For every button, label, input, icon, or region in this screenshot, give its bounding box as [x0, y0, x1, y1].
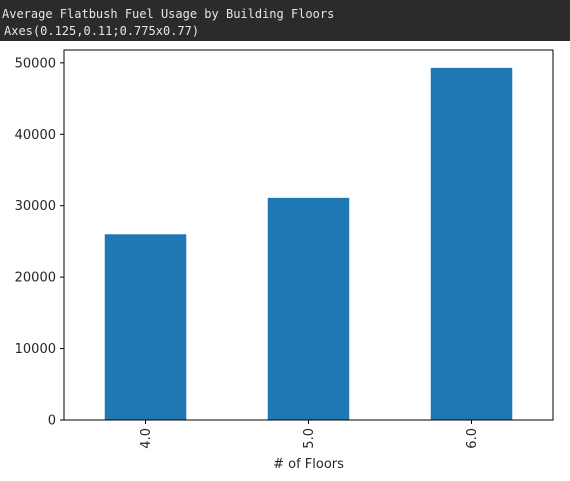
axes-frame — [63, 49, 554, 421]
x-tick-label: 5.0 — [302, 428, 317, 449]
bar-6.0 — [430, 67, 513, 420]
chart-area: 0 10000 20000 30000 40000 50000 4.0 5.0 6.0 # o… — [0, 41, 570, 481]
y-tick-label: 10000 — [15, 342, 56, 357]
x-axis-label: # of Floors — [273, 457, 344, 472]
y-tick-label: 50000 — [15, 56, 56, 71]
bar-5.0 — [267, 197, 350, 420]
y-tick-label: 30000 — [15, 199, 56, 214]
output-header: Average Flatbush Fuel Usage by Building … — [0, 0, 570, 41]
bar-4.0 — [104, 234, 187, 420]
y-tick-label: 0 — [48, 414, 56, 429]
output-repr-line: Axes(0.125,0.11;0.775x0.77) — [4, 24, 200, 38]
x-tick-label: 6.0 — [465, 428, 480, 449]
bar-chart: 0 10000 20000 30000 40000 50000 4.0 5.0 6.0 # o… — [15, 49, 554, 472]
x-tick-label: 4.0 — [139, 428, 154, 449]
x-axis: 4.0 5.0 6.0 — [139, 420, 480, 449]
output-title-line: Average Flatbush Fuel Usage by Building … — [2, 7, 335, 21]
y-axis: 0 10000 20000 30000 40000 50000 — [15, 56, 64, 429]
bars — [104, 67, 513, 420]
y-tick-label: 40000 — [15, 128, 56, 143]
y-tick-label: 20000 — [15, 271, 56, 286]
